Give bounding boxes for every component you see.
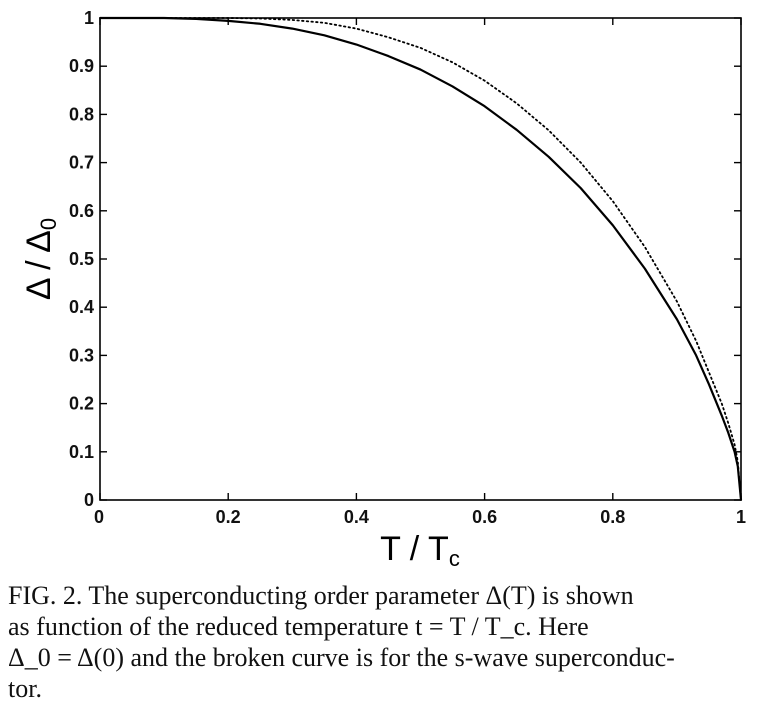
y-tick-label: 0.5 [69,249,94,269]
y-tick-label: 0.3 [69,345,94,365]
plot-frame [99,17,742,501]
y-axis-label: Δ / Δ0 [20,218,61,300]
x-tick-label: 0.4 [344,507,369,527]
y-tick-label: 1 [84,8,94,28]
solid-curve [100,16,743,501]
caption-line-3: Δ_0 = Δ(0) and the broken curve is for t… [8,643,675,672]
y-tick-label: 0.6 [69,201,94,221]
axis-ticks [99,17,742,501]
y-tick-label: 0.7 [69,153,94,173]
x-tick-label: 1 [736,507,746,527]
x-tick-label: 0.2 [216,507,241,527]
x-axis-label: T / Tc [380,530,460,571]
caption-line-1: FIG. 2. The superconducting order parame… [8,581,634,610]
figure-caption: FIG. 2. The superconducting order parame… [8,580,776,704]
dotted-curve [99,17,742,501]
y-tick-label: 0.9 [69,56,94,76]
series-layer [99,16,743,501]
x-tick-label: 0.6 [472,507,497,527]
chart: 0 0.2 0.4 0.6 0.8 1 0 0.1 0.2 0.3 0.4 0.5 0.6 0.7 0.8… [20,8,746,571]
x-tick-label: 0.8 [600,507,625,527]
caption-line-4: tor. [8,674,42,703]
y-tick-labels: 0 0.1 0.2 0.3 0.4 0.5 0.6 0.7 0.8 0.9 1 [69,8,94,510]
x-tick-label: 0 [94,507,104,527]
caption-line-2: as function of the reduced temperature t… [8,612,589,641]
y-tick-label: 0 [84,490,94,510]
y-tick-label: 0.4 [69,297,94,317]
y-tick-label: 0.1 [69,442,94,462]
y-tick-label: 0.8 [69,104,94,124]
y-tick-label: 0.2 [69,394,94,414]
x-tick-labels: 0 0.2 0.4 0.6 0.8 1 [94,507,746,527]
